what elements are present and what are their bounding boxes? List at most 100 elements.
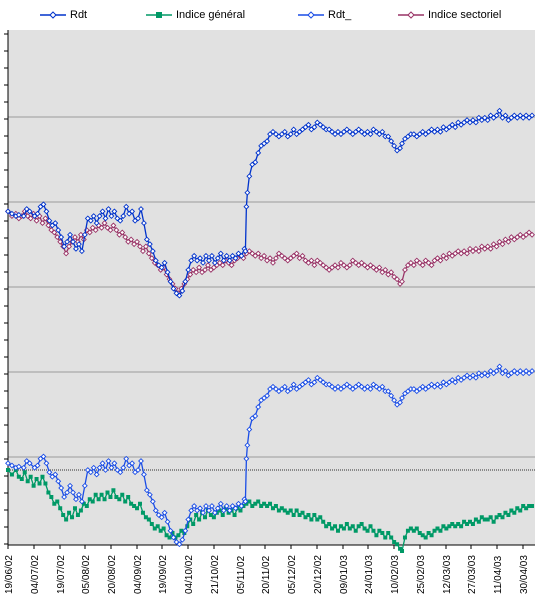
series-1-point — [120, 492, 125, 497]
series-2-point — [23, 458, 30, 464]
series-3-point — [196, 264, 203, 271]
series-3-point — [128, 236, 135, 243]
series-2-point — [15, 463, 22, 470]
series-1-point — [324, 524, 329, 529]
series-0-point — [211, 259, 218, 266]
series-3-point — [302, 257, 309, 264]
series-3-point — [367, 262, 374, 269]
series-1-point — [374, 533, 379, 538]
series-1-point — [500, 515, 505, 520]
series-2-point — [96, 464, 103, 471]
series-0-point — [397, 145, 403, 152]
series-1-point — [356, 524, 361, 529]
series-0-point — [399, 140, 405, 147]
series-0-point — [93, 220, 100, 227]
series-3-point — [517, 231, 524, 238]
series-0-point — [281, 128, 288, 135]
series-2-point — [246, 426, 253, 433]
series-2-point — [182, 527, 189, 534]
series-1-point — [327, 522, 332, 526]
series-3-point — [267, 255, 273, 262]
series-0-point — [329, 128, 336, 135]
x-tick-label: 09/01/03 — [339, 555, 350, 594]
series-3-point — [335, 264, 341, 271]
legend-swatch-indice-general — [146, 12, 172, 18]
series-0-point — [244, 189, 251, 196]
series-0-point — [43, 208, 50, 215]
series-0-point — [105, 206, 112, 212]
series-1-point — [318, 515, 323, 520]
series-2-point — [311, 379, 318, 386]
series-2-point — [73, 496, 79, 503]
series-1-point — [99, 492, 104, 497]
series-3-point — [145, 250, 152, 257]
series-1-point — [398, 546, 403, 551]
series-1-point — [303, 515, 308, 520]
series-2-point — [149, 498, 156, 505]
series-1-point — [377, 528, 382, 533]
series-2-point — [75, 491, 82, 498]
series-3-point — [370, 264, 377, 271]
series-0-point — [264, 138, 271, 145]
series-3-point — [419, 262, 426, 269]
series-2-point — [320, 379, 327, 386]
series-2-point — [170, 534, 177, 541]
legend-item-rdt: Rdt — [40, 7, 87, 23]
series-2-point — [287, 386, 294, 392]
series-1-point — [353, 528, 358, 533]
series-2-point — [146, 491, 153, 498]
x-tick-label: 20/11/02 — [261, 555, 272, 594]
series-3-point — [275, 250, 282, 257]
series-0-point — [146, 241, 153, 248]
series-0-point — [179, 288, 186, 294]
series-2-point — [9, 462, 15, 469]
series-1-point — [179, 528, 184, 533]
series-1-point — [31, 483, 36, 488]
series-3-point — [329, 264, 336, 271]
series-2-point — [81, 482, 88, 489]
series-2-point — [397, 399, 403, 406]
series-1-point — [423, 535, 428, 540]
series-3-point — [364, 264, 371, 271]
series-2-point — [111, 460, 118, 467]
series-1-point — [400, 549, 405, 553]
series-2-point — [367, 386, 374, 392]
series-0-point — [49, 222, 56, 229]
series-0-point — [161, 259, 168, 266]
series-1-point — [146, 517, 151, 522]
series-1-point — [338, 524, 343, 529]
series-0-point — [490, 114, 497, 121]
series-2-point — [203, 503, 209, 509]
series-3-point — [104, 224, 111, 231]
series-0-point — [164, 269, 171, 276]
series-0-point — [246, 173, 253, 180]
series-0-point — [446, 124, 453, 131]
series-1-point — [414, 526, 419, 531]
series-3-point — [493, 243, 500, 250]
series-3-point — [402, 266, 408, 273]
series-0-point — [346, 128, 353, 135]
series-3-point — [349, 257, 356, 264]
series-2-point — [102, 467, 109, 473]
series-2-point — [143, 487, 150, 494]
x-tick-label: 19/07/02 — [56, 555, 67, 594]
series-0-point — [455, 119, 462, 126]
series-0-point — [505, 117, 512, 124]
series-0-point — [425, 128, 432, 135]
series-0-point — [502, 112, 509, 119]
series-2-point — [385, 388, 392, 395]
series-2-point — [440, 379, 447, 386]
series-1-point — [102, 497, 107, 502]
legend-item-indice-sectoriel: Indice sectoriel — [398, 7, 501, 23]
series-0-point — [317, 121, 324, 128]
series-0-point — [419, 128, 426, 135]
series-0-point — [37, 203, 44, 210]
series-1-point — [129, 501, 134, 506]
series-3-point — [86, 229, 93, 236]
series-1-point — [389, 535, 394, 540]
series-0-point — [481, 114, 488, 121]
series-2-point — [200, 509, 206, 516]
series-2-point — [244, 442, 251, 449]
series-3-point — [258, 255, 265, 262]
series-3-point — [199, 269, 205, 276]
